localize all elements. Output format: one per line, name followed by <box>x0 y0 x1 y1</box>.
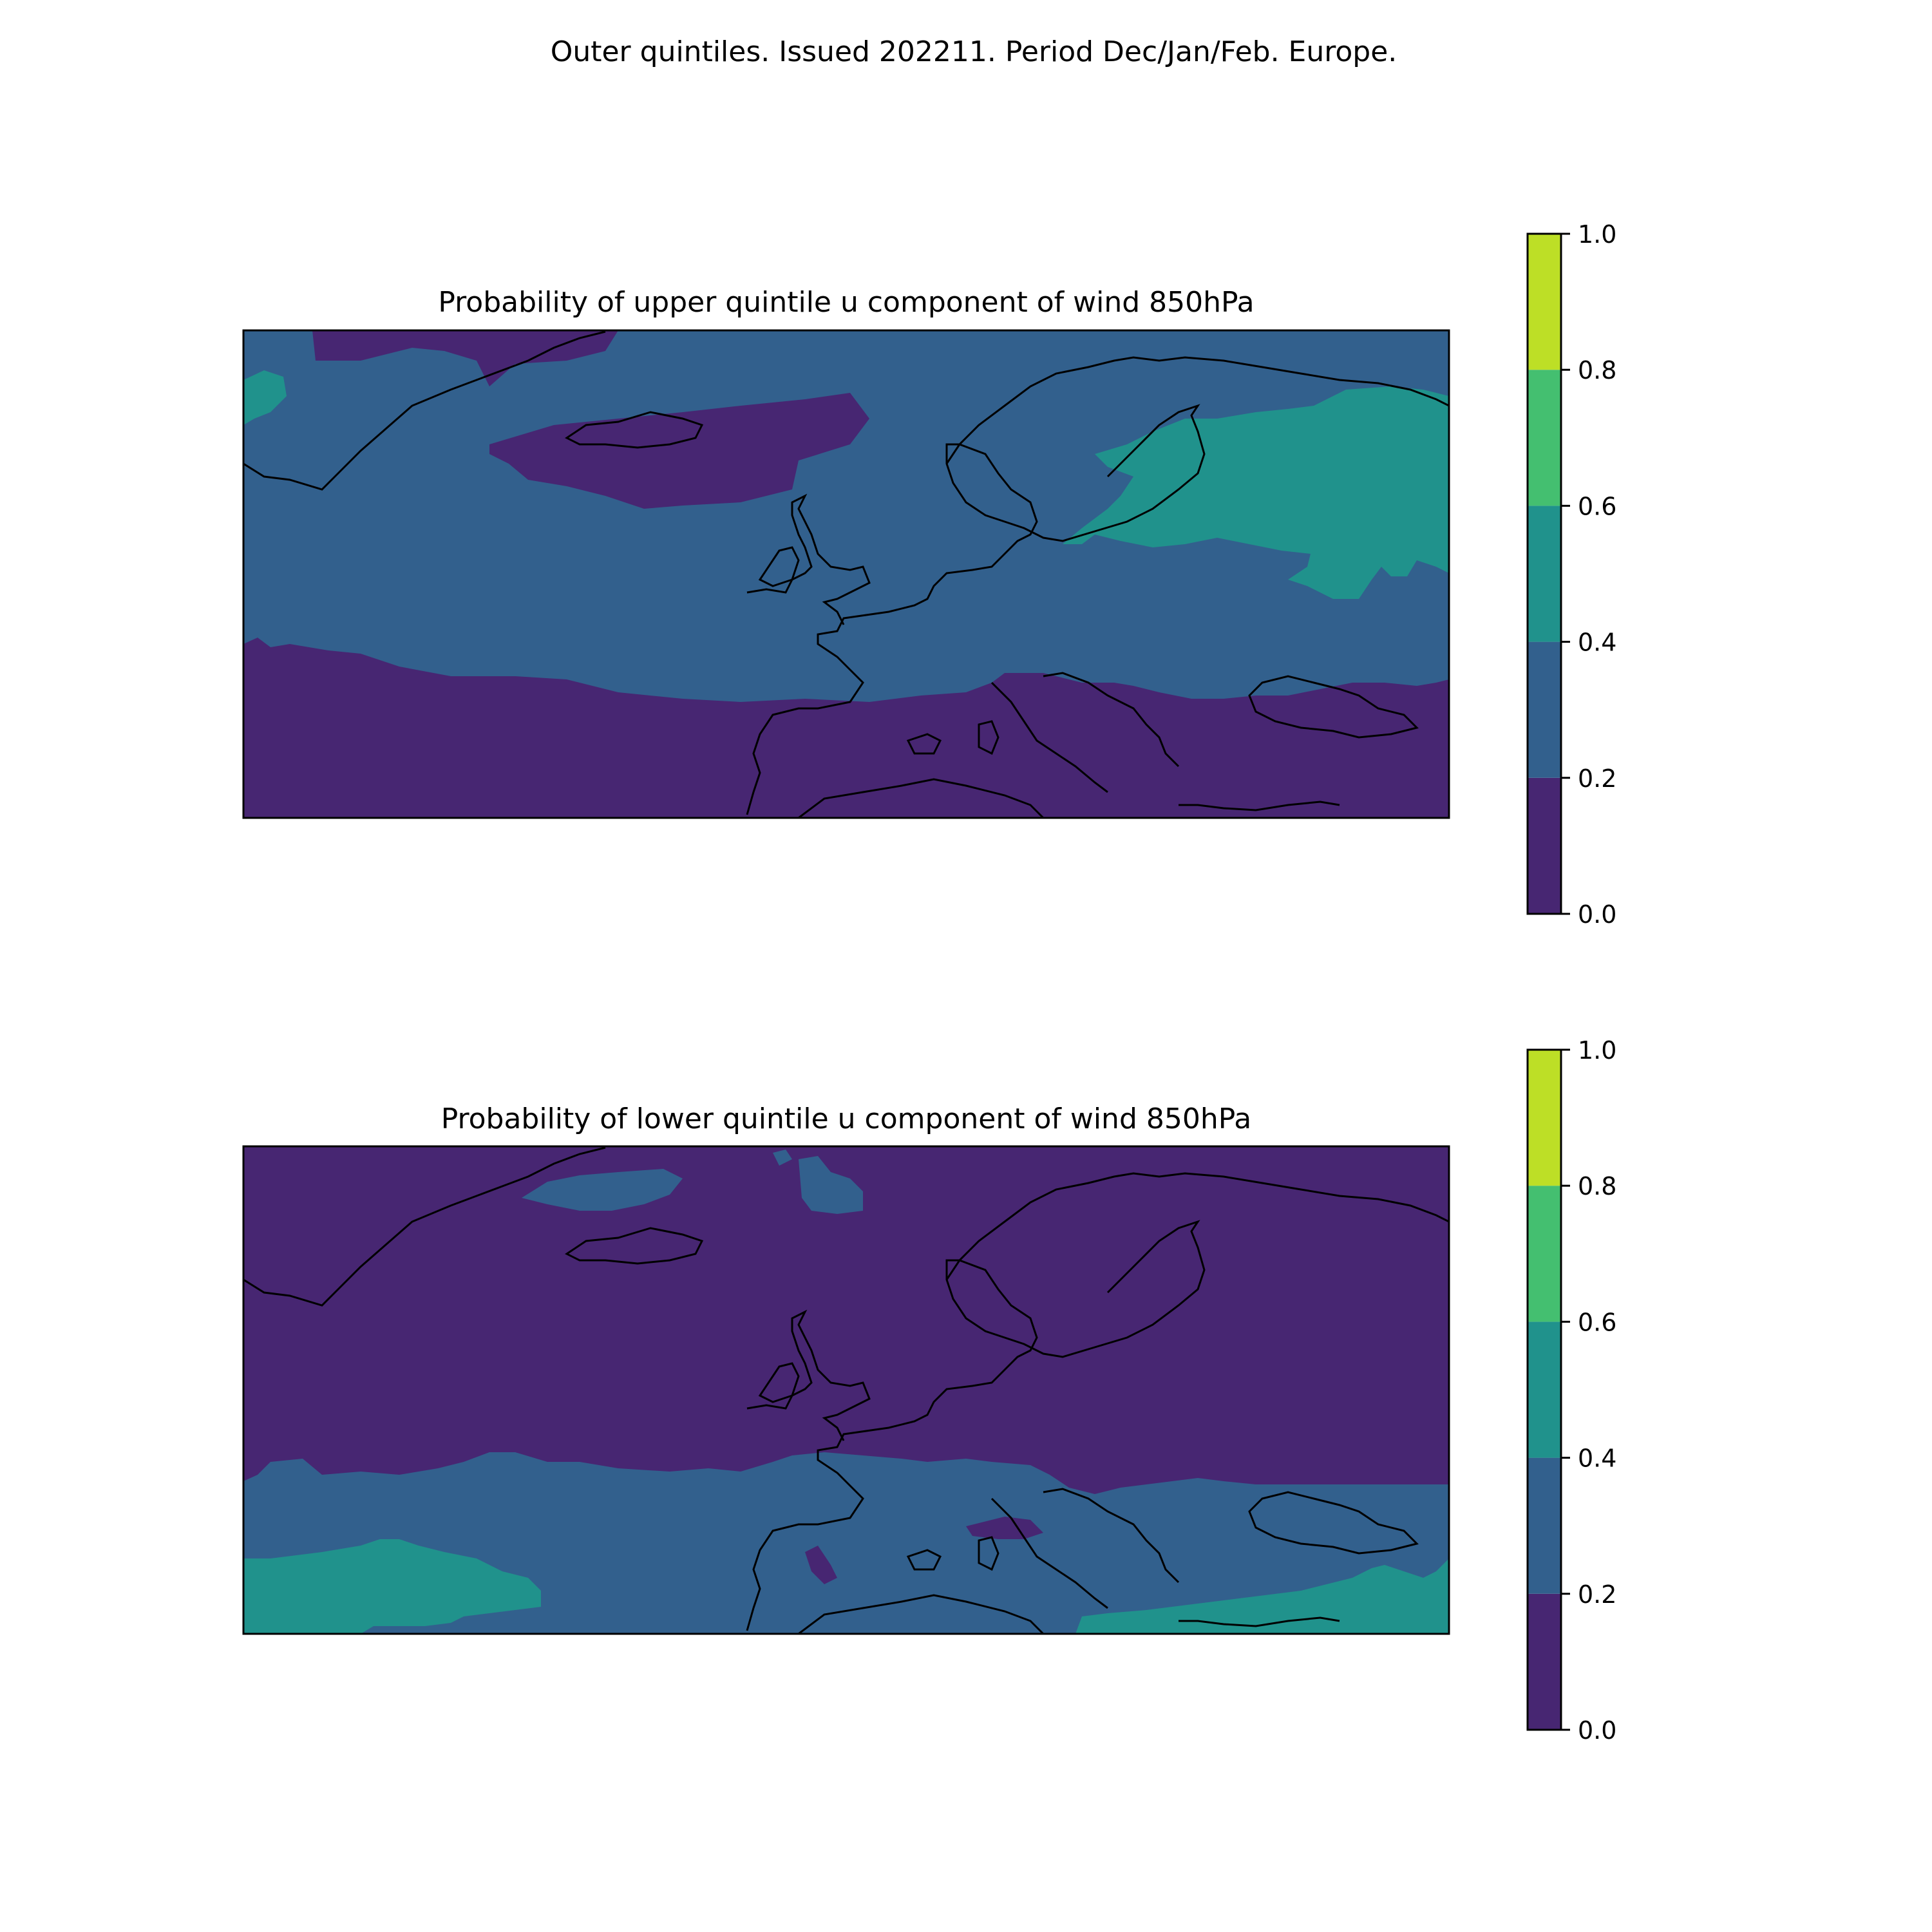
colorbar-upper-swatch-4 <box>1528 234 1561 370</box>
colorbar-lower-tick-label-4: 0.8 <box>1578 1172 1616 1200</box>
field-lower-high-west <box>243 1539 541 1634</box>
map-lower-frame <box>242 1145 1450 1635</box>
colorbar-lower-swatch-0 <box>1528 1593 1561 1730</box>
colorbar-upper-swatch-2 <box>1528 506 1561 642</box>
colorbar-lower-tick-label-2: 0.4 <box>1578 1444 1616 1473</box>
coastlines-lower <box>243 1146 1449 1634</box>
field-lower-low-med-a <box>966 1517 1043 1539</box>
colorbar-upper-frame <box>1526 232 1562 915</box>
colorbar-lower-tick-label-1: 0.2 <box>1578 1580 1616 1609</box>
field-lower-mid-south <box>243 1452 1449 1634</box>
colorbar-upper-swatch-1 <box>1528 641 1561 778</box>
panel-lower: Probability of lower quintile u componen… <box>242 1103 1450 1635</box>
panel-upper: Probability of upper quintile u componen… <box>242 286 1450 819</box>
field-upper-mid-east <box>1063 386 1449 599</box>
field-upper-low-iceland-south <box>489 393 869 509</box>
colorbar-upper-tick-label-3: 0.6 <box>1578 492 1616 520</box>
colorbar-upper-tick-label-0: 0.0 <box>1578 900 1616 929</box>
colorbar-upper-tick-label-4: 0.8 <box>1578 356 1616 384</box>
field-lower-mid-north-b <box>799 1156 863 1214</box>
field-lower-mid-north-c <box>773 1150 792 1166</box>
colorbar-lower-tick-label-5: 1.0 <box>1578 1036 1616 1065</box>
colorbar-upper-swatch-3 <box>1528 370 1561 506</box>
map-upper-frame <box>242 329 1450 819</box>
panel-upper-title: Probability of upper quintile u componen… <box>438 286 1254 319</box>
colorbar-upper-tick-label-5: 1.0 <box>1578 220 1616 249</box>
field-upper-mid-greenland <box>243 370 287 425</box>
map-upper <box>243 330 1449 818</box>
figure-suptitle: Outer quintiles. Issued 202211. Period D… <box>551 35 1397 68</box>
colorbar-upper-tick-label-1: 0.2 <box>1578 764 1616 793</box>
colorbar-lower-frame <box>1526 1048 1562 1731</box>
colorbar-lower-swatch-4 <box>1528 1050 1561 1186</box>
field-upper-low-south <box>243 638 1449 818</box>
coastlines-upper <box>243 330 1449 818</box>
colorbar-lower-swatch-1 <box>1528 1457 1561 1594</box>
colorbar-lower-tick-label-0: 0.0 <box>1578 1716 1616 1745</box>
colorbar-upper-tick-label-2: 0.4 <box>1578 629 1616 657</box>
field-upper-low-north <box>312 330 618 386</box>
field-lower-low-med-b <box>805 1546 837 1584</box>
panel-lower-title: Probability of lower quintile u componen… <box>441 1103 1252 1135</box>
colorbar-lower-swatch-3 <box>1528 1186 1561 1322</box>
field-lower-high-east <box>1075 1558 1449 1634</box>
colorbar-upper-swatch-0 <box>1528 777 1561 914</box>
field-lower-mid-north-a <box>522 1169 683 1211</box>
map-lower <box>243 1146 1449 1634</box>
colorbar-lower-swatch-2 <box>1528 1321 1561 1458</box>
colorbar-lower: 0.0 0.2 0.4 0.6 0.8 1.0 <box>1526 1036 1616 1745</box>
colorbar-upper: 0.0 0.2 0.4 0.6 0.8 1.0 <box>1526 220 1616 929</box>
colorbar-lower-tick-label-3: 0.6 <box>1578 1308 1616 1336</box>
